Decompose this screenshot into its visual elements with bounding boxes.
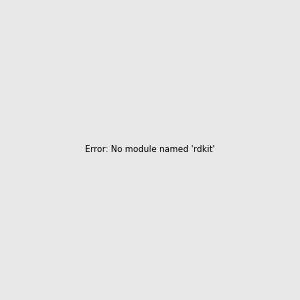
- Text: Error: No module named 'rdkit': Error: No module named 'rdkit': [85, 146, 215, 154]
